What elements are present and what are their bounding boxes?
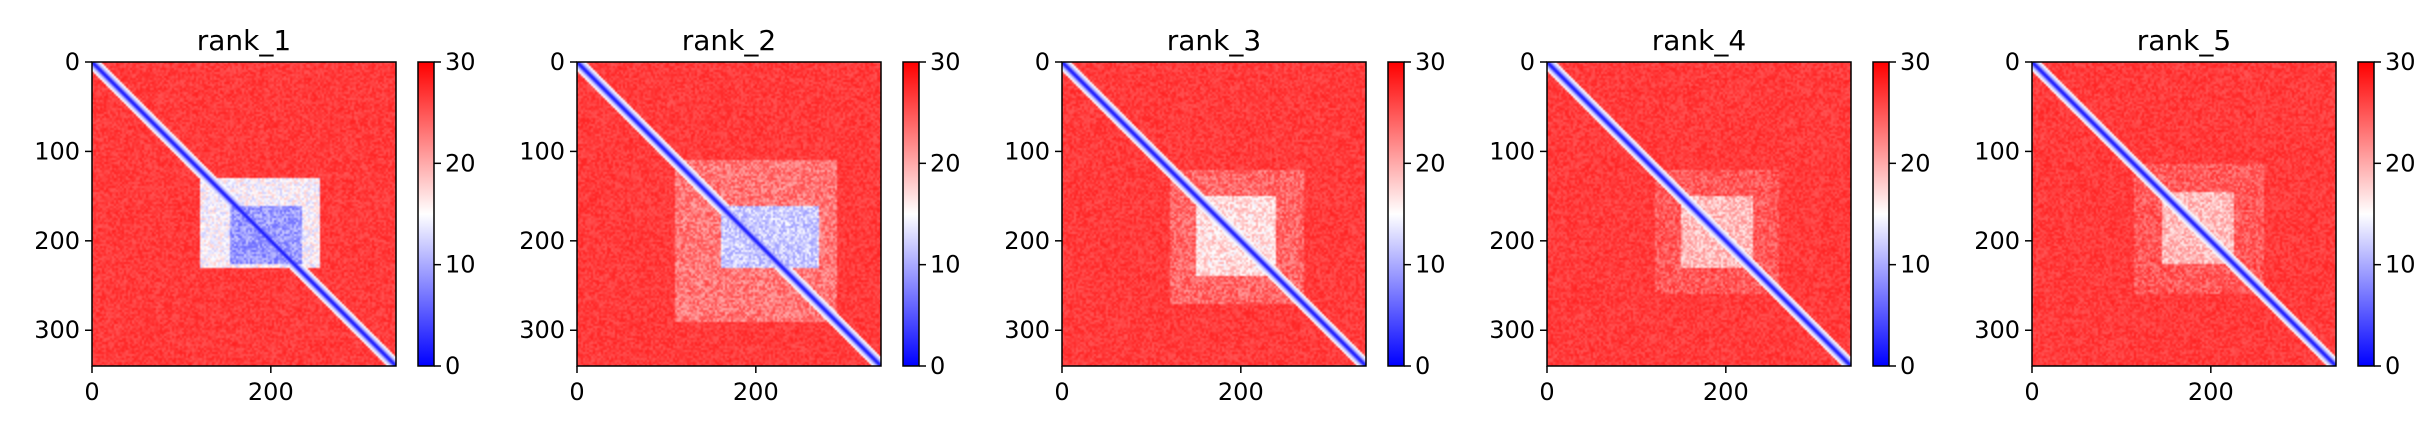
colorbar-tick-label: 10	[2385, 251, 2416, 279]
y-tick-label: 100	[1489, 137, 1535, 165]
colorbar	[1873, 62, 1889, 366]
colorbar-tick-label: 20	[1900, 149, 1931, 177]
colorbar-tick-label: 20	[1415, 149, 1446, 177]
heatmap-cells	[577, 62, 881, 366]
heatmap-panel: rank_3 0 200 0 100 200 300 0 10 20 30	[970, 0, 1456, 432]
y-tick-label: 100	[519, 137, 565, 165]
x-tick-label: 200	[733, 378, 779, 406]
colorbar-tick-label: 0	[930, 352, 945, 380]
colorbar-tick-label: 30	[445, 48, 476, 76]
heatmap-panel: rank_1 0 200 0 100 200 300 0 10 20 30	[0, 0, 486, 432]
heatmap-chart: rank_5 0 200 0 100 200 300 0 10 20 30	[1940, 0, 2426, 432]
y-tick-label: 300	[1974, 316, 2020, 344]
y-tick-label: 300	[1489, 316, 1535, 344]
colorbar-tick-label: 10	[930, 251, 961, 279]
panel-title: rank_4	[1652, 24, 1746, 57]
heatmap-cells	[92, 62, 396, 366]
y-tick-label: 100	[1004, 137, 1050, 165]
heatmap-chart: rank_1 0 200 0 100 200 300 0 10 20 30	[0, 0, 486, 432]
colorbar-tick-label: 30	[930, 48, 961, 76]
x-tick-label: 200	[248, 378, 294, 406]
colorbar-tick-label: 20	[930, 149, 961, 177]
y-tick-label: 200	[34, 227, 80, 255]
heatmap-cells	[1062, 62, 1366, 366]
y-tick-label: 0	[1035, 48, 1050, 76]
y-tick-label: 300	[1004, 316, 1050, 344]
x-tick-label: 0	[1539, 378, 1554, 406]
x-tick-label: 0	[2024, 378, 2039, 406]
colorbar-tick-label: 20	[445, 149, 476, 177]
x-tick-label: 0	[1054, 378, 1069, 406]
colorbar-tick-label: 30	[2385, 48, 2416, 76]
heatmap-chart: rank_2 0 200 0 100 200 300 0 10 20 30	[485, 0, 971, 432]
colorbar-tick-label: 30	[1415, 48, 1446, 76]
y-tick-label: 200	[1489, 227, 1535, 255]
heatmap-panel: rank_2 0 200 0 100 200 300 0 10 20 30	[485, 0, 971, 432]
y-tick-label: 100	[34, 137, 80, 165]
y-tick-label: 100	[1974, 137, 2020, 165]
heatmap-cells	[2032, 62, 2336, 366]
colorbar-tick-label: 0	[445, 352, 460, 380]
colorbar	[1388, 62, 1404, 366]
x-tick-label: 0	[569, 378, 584, 406]
y-tick-label: 0	[550, 48, 565, 76]
y-tick-label: 200	[1974, 227, 2020, 255]
colorbar-tick-label: 30	[1900, 48, 1931, 76]
y-tick-label: 300	[34, 316, 80, 344]
heatmap-panel: rank_4 0 200 0 100 200 300 0 10 20 30	[1455, 0, 1941, 432]
y-tick-label: 0	[65, 48, 80, 76]
panel-title: rank_3	[1167, 24, 1261, 57]
colorbar-tick-label: 0	[1900, 352, 1915, 380]
colorbar-tick-label: 10	[1900, 251, 1931, 279]
panel-title: rank_5	[2137, 24, 2231, 57]
y-tick-label: 0	[1520, 48, 1535, 76]
x-tick-label: 0	[84, 378, 99, 406]
colorbar	[418, 62, 434, 366]
y-tick-label: 300	[519, 316, 565, 344]
colorbar	[903, 62, 919, 366]
panel-title: rank_2	[682, 24, 776, 57]
y-tick-label: 200	[1004, 227, 1050, 255]
colorbar	[2358, 62, 2374, 366]
heatmap-chart: rank_3 0 200 0 100 200 300 0 10 20 30	[970, 0, 1456, 432]
y-tick-label: 0	[2005, 48, 2020, 76]
heatmap-chart: rank_4 0 200 0 100 200 300 0 10 20 30	[1455, 0, 1941, 432]
panel-title: rank_1	[197, 24, 291, 57]
heatmap-panel: rank_5 0 200 0 100 200 300 0 10 20 30	[1940, 0, 2426, 432]
colorbar-tick-label: 0	[2385, 352, 2400, 380]
x-tick-label: 200	[2188, 378, 2234, 406]
colorbar-tick-label: 0	[1415, 352, 1430, 380]
x-tick-label: 200	[1218, 378, 1264, 406]
heatmap-cells	[1547, 62, 1851, 366]
x-tick-label: 200	[1703, 378, 1749, 406]
colorbar-tick-label: 10	[445, 251, 476, 279]
y-tick-label: 200	[519, 227, 565, 255]
colorbar-tick-label: 20	[2385, 149, 2416, 177]
colorbar-tick-label: 10	[1415, 251, 1446, 279]
